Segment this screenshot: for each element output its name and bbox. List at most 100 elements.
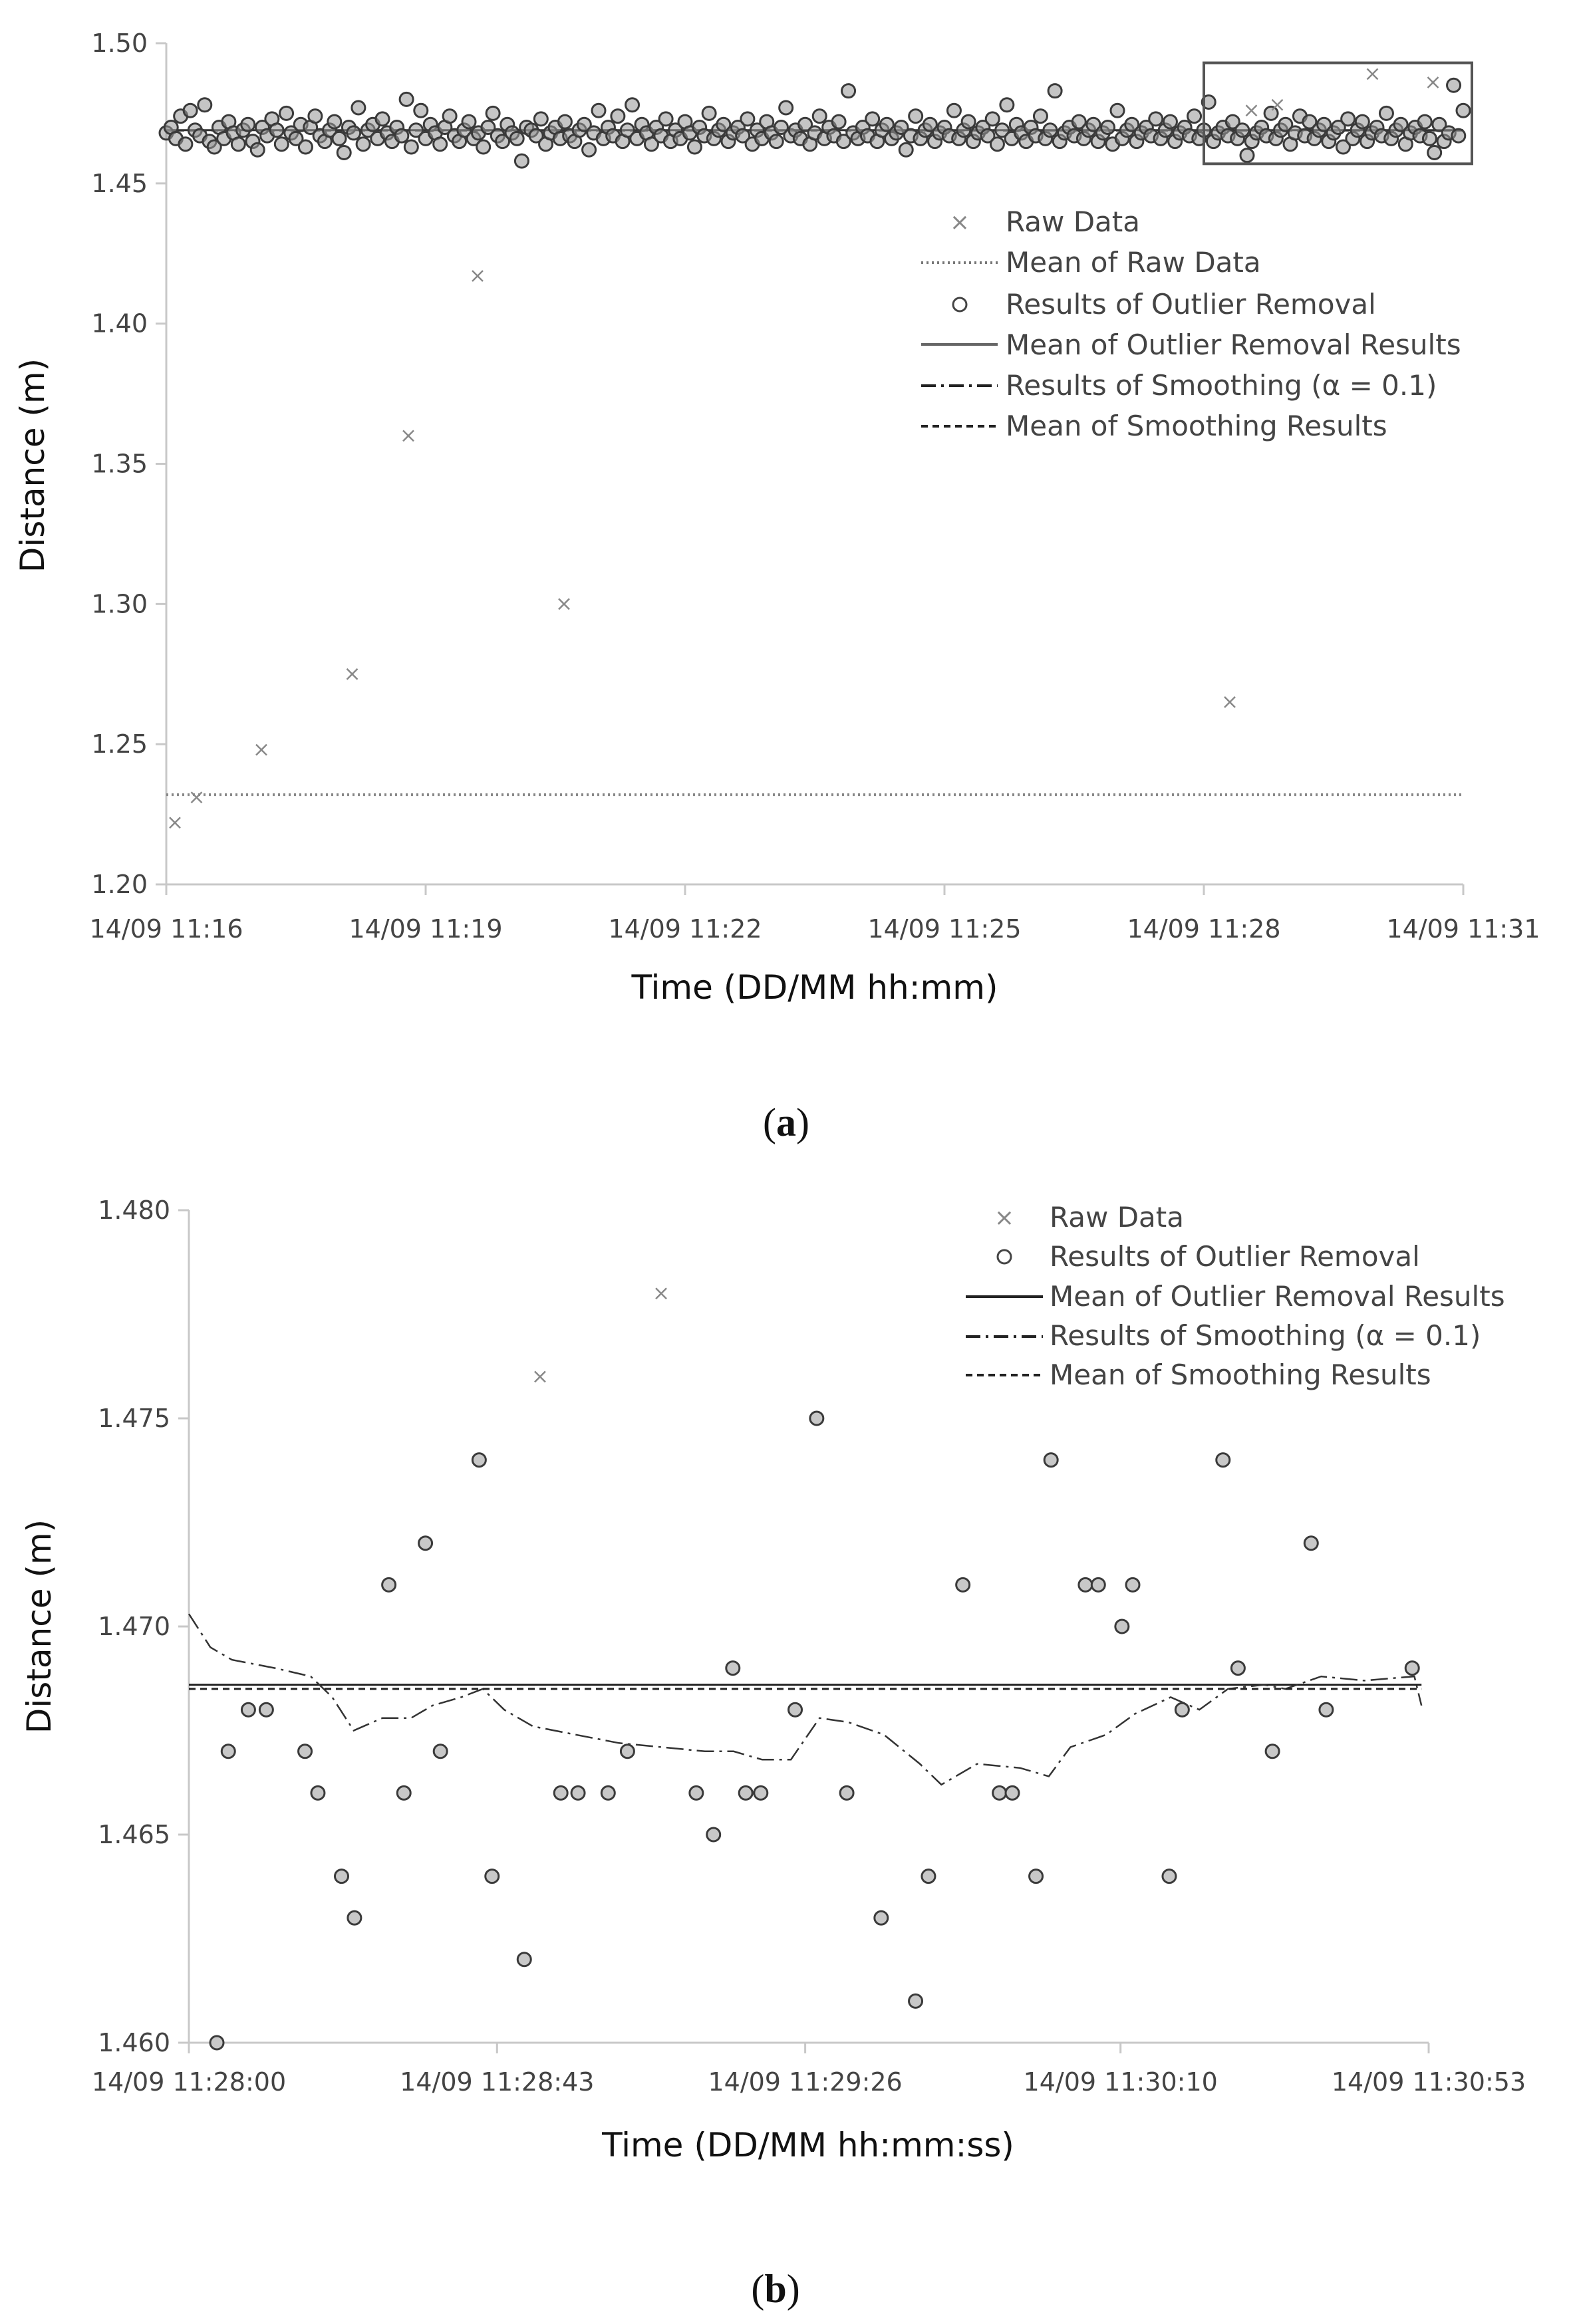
y-tick-label: 1.30 <box>91 589 148 618</box>
legend-b: × Raw Data Results of Outlier Removal Me… <box>966 1201 1505 1391</box>
outlier-removal-point <box>178 136 194 152</box>
raw-data-stroke <box>255 743 267 756</box>
x-tick-label: 14/09 11:30:10 <box>1024 2067 1218 2097</box>
x-tick-label: 14/09 11:28:43 <box>400 2067 594 2097</box>
y-axis-title-b: Distance (m) <box>20 1519 59 1734</box>
outlier-removal-point <box>922 116 938 132</box>
outlier-removal-point <box>1455 102 1471 118</box>
outlier-removal-point <box>1264 1743 1280 1759</box>
outlier-removal-point <box>471 1452 487 1468</box>
outlier-removal-point <box>403 139 419 155</box>
outlier-removal-point <box>513 153 529 169</box>
outlier-removal-point <box>249 142 265 158</box>
outlier-removal-point <box>351 100 366 116</box>
outlier-removal-point <box>557 114 573 130</box>
x-axis-title-b: Time (DD/MM hh:mm:ss) <box>601 2126 1014 2164</box>
outlier-removal-point <box>773 120 789 135</box>
outlier-removal-point <box>992 1785 1008 1801</box>
series-points-b <box>209 1287 1420 2051</box>
y-tick-label: 1.475 <box>98 1404 170 1433</box>
legend-x-marker: × <box>950 209 970 236</box>
raw-data-stroke <box>558 598 570 610</box>
series-lines-a <box>166 129 1463 797</box>
y-tick-label: 1.460 <box>98 2028 170 2057</box>
outlier-removal-point <box>206 139 222 155</box>
outlier-removal-point <box>398 91 414 107</box>
outlier-removal-point <box>528 128 544 144</box>
raw-data-stroke <box>534 1370 546 1383</box>
outlier-removal-point <box>619 122 635 138</box>
outlier-removal-point <box>1124 116 1140 132</box>
raw-data-point <box>255 743 267 756</box>
outlier-removal-point <box>778 100 794 116</box>
outlier-removal-point <box>591 102 607 118</box>
series-points-a <box>158 68 1471 829</box>
outlier-removal-point <box>841 83 857 99</box>
outlier-removal-point <box>1354 114 1370 130</box>
outlier-removal-point <box>418 1535 434 1551</box>
outlier-removal-point <box>1393 116 1409 132</box>
y-tick-label: 1.40 <box>91 309 148 338</box>
outlier-removal-point <box>1318 1702 1334 1718</box>
outlier-removal-point <box>432 136 448 152</box>
outlier-removal-point <box>209 2035 225 2051</box>
outlier-removal-point <box>288 130 304 146</box>
outlier-removal-point <box>484 1869 500 1884</box>
y-tick-label: 1.465 <box>98 1820 170 1849</box>
outlier-removal-point <box>625 97 641 113</box>
outlier-removal-point <box>753 1785 769 1801</box>
outlier-removal-point <box>725 1660 741 1676</box>
x-tick-label: 14/09 11:31 <box>1386 914 1540 944</box>
outlier-removal-point <box>1278 116 1294 132</box>
panel-label-a: (a) <box>763 1100 809 1144</box>
outlier-removal-point <box>994 122 1010 138</box>
outlier-removal-point <box>553 1785 569 1801</box>
outlier-removal-point <box>1162 114 1178 130</box>
outlier-removal-point <box>273 136 289 152</box>
legend-circle-marker <box>952 297 968 313</box>
outlier-removal-point <box>1239 148 1255 164</box>
y-tick-label: 1.480 <box>98 1196 170 1225</box>
legend-item-mean-smoothing: Mean of Smoothing Results <box>966 1358 1431 1391</box>
outlier-removal-point <box>1234 122 1250 138</box>
outlier-removal-point <box>1114 1618 1130 1634</box>
outlier-removal-point <box>1215 1452 1231 1468</box>
legend-circle-marker <box>996 1249 1012 1265</box>
outlier-removal-point <box>347 1910 362 1926</box>
outlier-removal-point <box>1032 108 1048 124</box>
outlier-removal-point <box>1378 105 1394 121</box>
outlier-removal-point <box>1071 114 1087 130</box>
series-lines-b <box>188 1613 1423 1786</box>
raw-data-point <box>655 1287 667 1300</box>
legend-label: Results of Smoothing (α = 0.1) <box>1050 1319 1481 1352</box>
raw-data-point <box>1224 696 1236 708</box>
y-tick-label: 1.20 <box>91 870 148 899</box>
outlier-removal-point <box>835 134 851 150</box>
x-tick-label: 14/09 11:16 <box>89 914 243 944</box>
outlier-removal-point <box>688 1785 704 1801</box>
outlier-removal-point <box>480 120 496 135</box>
outlier-removal-point <box>297 1743 313 1759</box>
outlier-removal-point <box>485 105 501 121</box>
outlier-removal-point <box>960 114 976 130</box>
x-tick-label: 14/09 11:28 <box>1127 914 1280 944</box>
legend-label: Results of Outlier Removal <box>1006 288 1376 321</box>
legend-item-mean-outlier: Mean of Outlier Removal Results <box>921 328 1461 361</box>
outlier-removal-point <box>1421 130 1437 146</box>
outlier-removal-point <box>442 108 458 124</box>
outlier-removal-point <box>1446 77 1462 93</box>
outlier-removal-point <box>865 111 881 127</box>
outlier-removal-point <box>1263 105 1279 121</box>
outlier-removal-point <box>327 114 343 130</box>
legend-label: Raw Data <box>1006 205 1140 238</box>
outlier-removal-point <box>495 134 511 150</box>
outlier-removal-point <box>768 134 784 150</box>
outlier-removal-point <box>1417 114 1433 130</box>
chart-panel-b: 1.460 1.465 1.470 1.475 1.480 14/09 11:28:00… <box>20 1196 1526 2311</box>
raw-data-point <box>472 270 484 282</box>
raw-data-point <box>1245 104 1258 117</box>
raw-data-point <box>169 817 181 829</box>
raw-data-point <box>346 668 358 680</box>
outlier-removal-point <box>1085 116 1101 132</box>
